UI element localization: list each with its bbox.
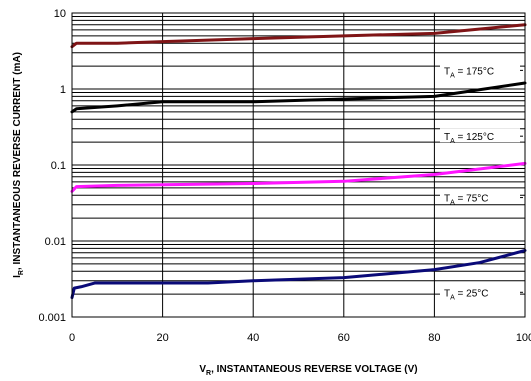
series-annotation-main-1: T — [444, 132, 450, 143]
series-line-2 — [70, 161, 527, 193]
series-annotation-main-3: T — [444, 288, 450, 299]
series-annotation-sub-2: A — [450, 200, 455, 207]
x-axis-title-rest: , INSTANTANEOUS REVERSE VOLTAGE (V) — [211, 364, 418, 375]
series-annotation-rest-0: = 175°C — [455, 66, 494, 77]
plot-frame — [71, 12, 526, 318]
series-annotation-main-2: T — [444, 194, 450, 205]
series-annotations: TA = 175°CTA = 125°CTA = 75°CTA = 25°C — [440, 62, 523, 301]
x-tick-label-0: 0 — [69, 332, 75, 344]
annotation-bg-1 — [440, 128, 520, 143]
series-lines — [70, 23, 527, 300]
series-line-1 — [70, 81, 527, 114]
series-annotation-main-0: T — [444, 66, 450, 77]
y-tick-label-0: 0.001 — [38, 312, 66, 324]
annotation-bg-3 — [440, 284, 520, 299]
x-tick-label-3: 60 — [338, 332, 350, 344]
series-annotation-rest-2: = 75°C — [455, 194, 489, 205]
series-annotation-sub-0: A — [450, 72, 455, 79]
series-annotation-0: TA = 175°C — [444, 66, 494, 79]
y-tick-label-1: 0.01 — [45, 236, 66, 248]
annotation-bg-2 — [440, 189, 520, 204]
x-tick-label-4: 80 — [428, 332, 440, 344]
y-axis-title-main: I — [12, 275, 23, 278]
series-annotation-1: TA = 125°C — [444, 132, 494, 145]
series-annotation-sub-3: A — [450, 294, 455, 301]
grid — [71, 13, 526, 318]
series-annotation-2: TA = 75°C — [444, 194, 489, 207]
series-annotation-rest-1: = 125°C — [455, 132, 494, 143]
series-line-0 — [70, 23, 527, 49]
x-axis-title-main: V — [199, 364, 206, 375]
series-line-3 — [70, 249, 527, 300]
y-tick-label-2: 0.1 — [51, 160, 66, 172]
series-annotation-3: TA = 25°C — [444, 288, 489, 301]
x-axis-title: VR, INSTANTANEOUS REVERSE VOLTAGE (V) — [199, 364, 417, 377]
y-axis-title-rest: , INSTANTANEOUS REVERSE CURRENT (mA) — [12, 52, 23, 270]
y-axis-title: IR, INSTANTANEOUS REVERSE CURRENT (mA) — [12, 52, 25, 278]
tick-labels: 0 20 40 60 80 100 0.001 0.01 0.1 1 10 — [38, 8, 531, 344]
x-axis-title-sub: R — [206, 370, 211, 377]
y-tick-label-4: 10 — [54, 8, 66, 20]
x-tick-label-2: 40 — [247, 332, 259, 344]
annotation-bg-0 — [440, 62, 520, 77]
series-annotation-sub-1: A — [450, 138, 455, 145]
series-annotation-rest-3: = 25°C — [455, 288, 489, 299]
x-tick-label-1: 20 — [156, 332, 168, 344]
x-tick-label-5: 100 — [516, 332, 531, 344]
y-axis-title-sub: R — [18, 270, 25, 275]
y-tick-label-3: 1 — [60, 84, 66, 96]
